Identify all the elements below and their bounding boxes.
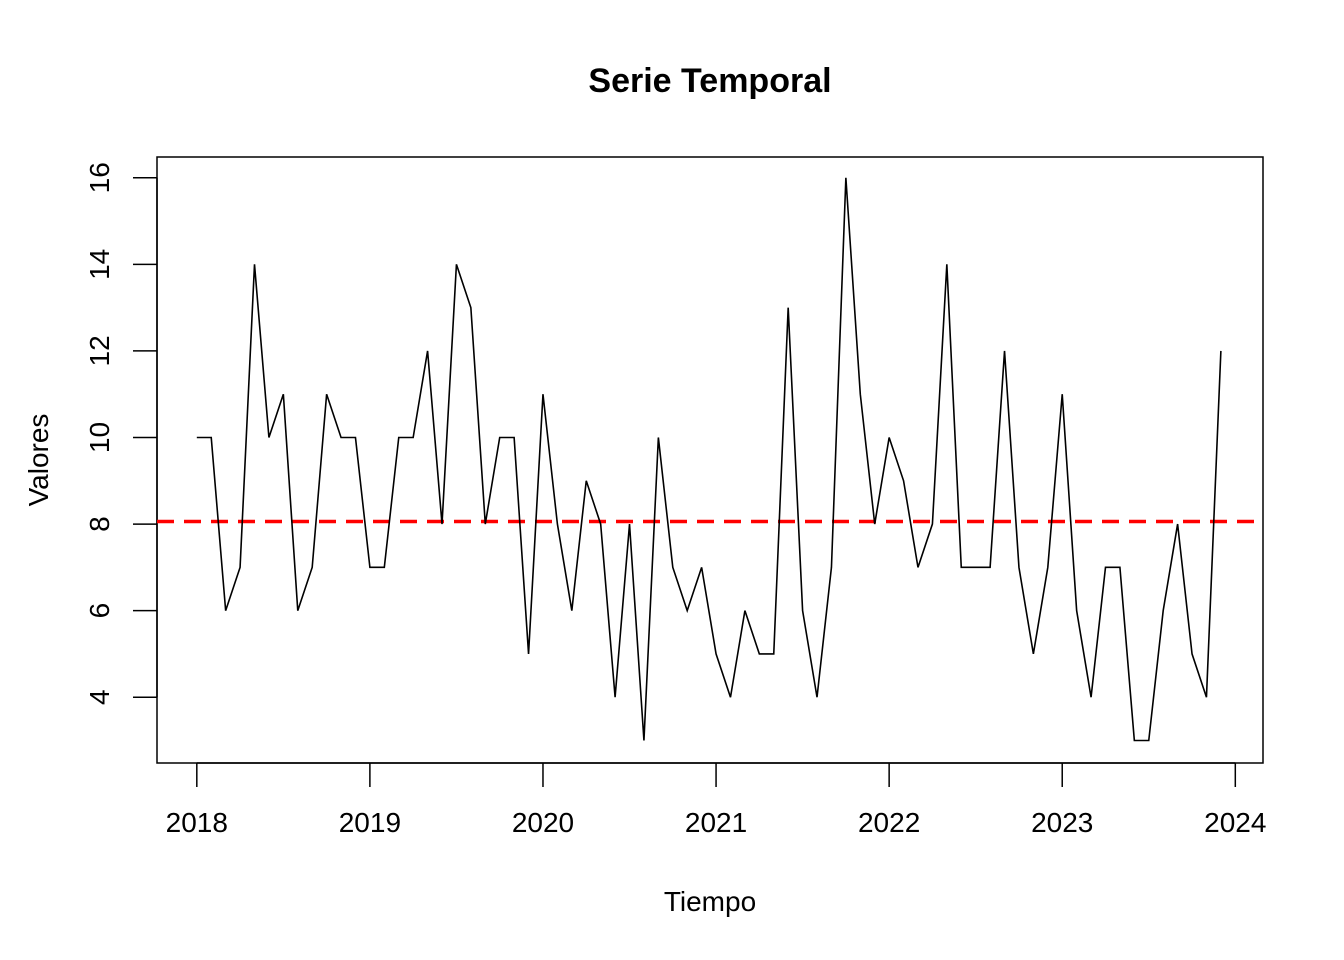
y-tick-label: 4 <box>84 689 115 705</box>
y-tick-label: 8 <box>84 516 115 532</box>
x-axis: 2018 2019 2020 2021 2022 2023 2024 <box>166 762 1266 838</box>
y-tick-label: 10 <box>84 422 115 453</box>
chart-title: Serie Temporal <box>588 62 831 100</box>
y-tick-label: 14 <box>84 249 115 280</box>
plot-frame <box>156 156 1264 764</box>
x-tick-label: 2024 <box>1204 807 1266 838</box>
x-tick-label: 2018 <box>166 807 228 838</box>
x-tick-label: 2021 <box>685 807 747 838</box>
y-tick-label: 6 <box>84 603 115 619</box>
x-tick-label: 2019 <box>339 807 401 838</box>
y-tick-label: 12 <box>84 335 115 366</box>
y-tick-label: 16 <box>84 162 115 193</box>
y-axis: 4 6 8 10 12 14 16 <box>84 162 158 705</box>
y-axis-title: Valores <box>23 414 54 507</box>
x-tick-label: 2020 <box>512 807 574 838</box>
x-axis-title: Tiempo <box>664 886 756 917</box>
x-tick-label: 2023 <box>1031 807 1093 838</box>
x-tick-label: 2022 <box>858 807 920 838</box>
series-line <box>196 177 1222 742</box>
